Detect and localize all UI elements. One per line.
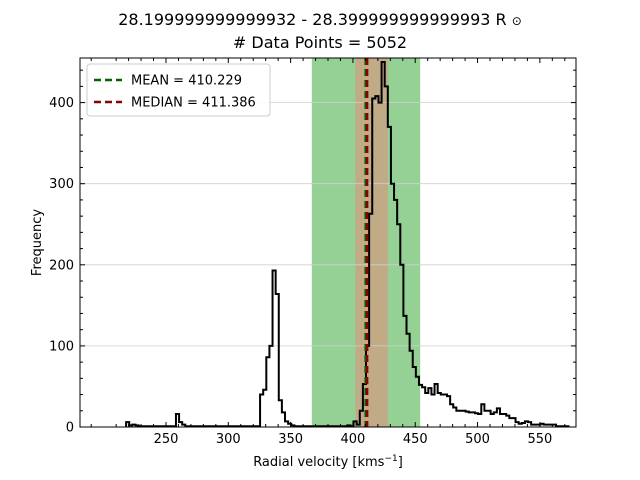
legend: MEAN = 410.229 MEDIAN = 411.386 — [86, 63, 271, 117]
y-tick-label: 200 — [49, 258, 74, 273]
y-axis-label: Frequency — [30, 209, 45, 276]
legend-mean-label: MEAN = 410.229 — [131, 74, 242, 89]
chart-title: 28.199999999999932 - 28.399999999999993 … — [118, 10, 522, 29]
x-axis-label: Radial velocity [kms−1] — [253, 454, 403, 470]
x-tick-label: 350 — [278, 432, 303, 447]
x-tick-label: 500 — [465, 432, 490, 447]
y-tick-label: 100 — [49, 339, 74, 354]
x-tick-label: 400 — [341, 432, 366, 447]
x-tick-label: 450 — [403, 432, 428, 447]
histogram-outline — [125, 61, 570, 428]
y-tick-label: 400 — [49, 96, 74, 111]
y-tick-label: 0 — [66, 421, 74, 436]
y-tick-label: 300 — [49, 177, 74, 192]
legend-median-label: MEDIAN = 411.386 — [131, 96, 256, 111]
stat-lines — [364, 58, 369, 427]
axis-ticks: 250 300 350 400 450 500 550 0 100 200 300 400 — [49, 58, 576, 447]
x-tick-label: 300 — [216, 432, 241, 447]
x-tick-label: 250 — [154, 432, 179, 447]
solar-symbol: ⊙ — [511, 14, 522, 28]
legend-box — [86, 63, 271, 117]
chart-subtitle: # Data Points = 5052 — [232, 33, 408, 52]
x-tick-label: 550 — [527, 432, 552, 447]
